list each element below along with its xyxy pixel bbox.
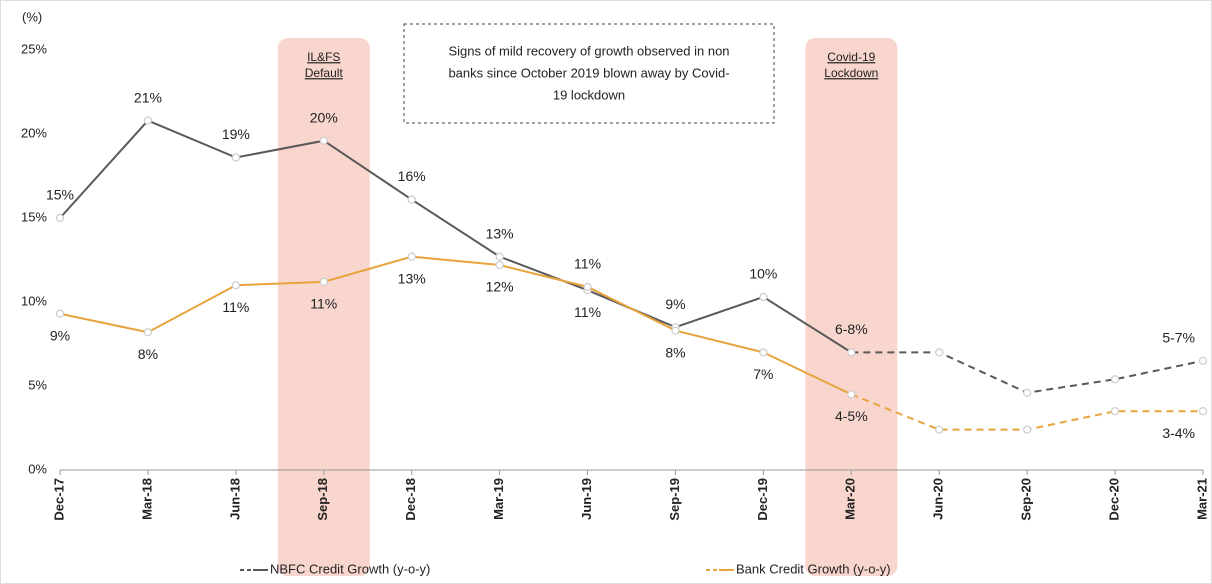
- marker: [231, 281, 240, 290]
- x-tick-label: Sep-20: [1019, 478, 1034, 521]
- data-label: 9%: [50, 327, 70, 343]
- highlight-label: Covid-19: [827, 50, 875, 64]
- line: [59, 119, 852, 354]
- marker: [143, 116, 153, 125]
- data-label: 8%: [665, 344, 685, 360]
- data-label: 3-4%: [1162, 425, 1195, 441]
- highlight-band: [805, 38, 898, 576]
- marker: [671, 326, 680, 335]
- y-tick-label: 10%: [21, 293, 47, 308]
- x-tick-label: Jun-20: [931, 478, 946, 520]
- y-tick-label: 20%: [21, 125, 47, 140]
- x-tick-label: Sep-18: [315, 478, 330, 521]
- data-label: 21%: [134, 89, 162, 105]
- highlight-label: Default: [305, 66, 344, 80]
- x-tick-label: Dec-18: [403, 478, 418, 521]
- marker: [935, 425, 944, 434]
- line: [59, 255, 852, 396]
- marker: [55, 309, 65, 318]
- data-label: 6-8%: [835, 321, 868, 337]
- data-label: 11%: [222, 299, 249, 315]
- data-label: 4-5%: [835, 408, 868, 424]
- y-tick-label: 15%: [21, 209, 47, 224]
- x-tick-label: Mar-21: [1194, 478, 1209, 520]
- highlight-label: IL&FS: [307, 50, 340, 64]
- data-label: 9%: [665, 296, 685, 312]
- marker: [495, 252, 504, 261]
- marker: [1198, 356, 1208, 365]
- note-box: [403, 23, 775, 124]
- marker: [1110, 407, 1120, 416]
- highlight-band: [277, 38, 370, 576]
- marker: [55, 213, 65, 223]
- data-label: 11%: [574, 256, 601, 272]
- data-label: 10%: [749, 266, 777, 282]
- data-label: 16%: [398, 168, 426, 184]
- x-tick-label: Dec-20: [1107, 478, 1122, 521]
- marker: [319, 277, 328, 286]
- y-axis-label: (%): [22, 9, 42, 24]
- data-label: 13%: [486, 225, 514, 241]
- marker: [1198, 407, 1208, 416]
- marker: [847, 348, 856, 357]
- y-tick-label: 0%: [28, 461, 47, 476]
- data-label: 5-7%: [1162, 330, 1195, 346]
- x-tick-label: Jun-19: [579, 478, 594, 520]
- legend-label: NBFC Credit Growth (y-o-y): [270, 561, 430, 576]
- marker: [319, 136, 328, 145]
- marker: [407, 195, 416, 204]
- data-label: 15%: [46, 187, 74, 203]
- marker: [143, 328, 153, 337]
- y-tick-label: 5%: [28, 377, 47, 392]
- x-tick-label: Dec-17: [51, 478, 66, 521]
- marker: [583, 282, 592, 291]
- marker: [1110, 375, 1120, 384]
- marker: [759, 292, 768, 302]
- y-tick-label: 25%: [21, 41, 47, 56]
- marker: [759, 348, 768, 357]
- marker: [1023, 388, 1032, 397]
- marker: [407, 252, 416, 261]
- x-tick-label: Jun-18: [227, 478, 242, 520]
- note-text: banks since October 2019 blown away by C…: [448, 65, 729, 80]
- marker: [495, 260, 504, 270]
- data-label: 19%: [222, 126, 250, 142]
- legend-label: Bank Credit Growth (y-o-y): [736, 561, 891, 576]
- line-forecast: [850, 393, 1203, 431]
- marker: [847, 390, 856, 399]
- data-label: 7%: [753, 366, 773, 382]
- data-label: 12%: [486, 279, 514, 295]
- data-label: 11%: [310, 296, 337, 312]
- data-label: 11%: [574, 304, 601, 320]
- note-text: 19 lockdown: [553, 87, 625, 102]
- data-label: 13%: [398, 270, 426, 286]
- note-text: Signs of mild recovery of growth observe…: [448, 43, 729, 58]
- data-label: 8%: [138, 346, 158, 362]
- marker: [935, 348, 944, 357]
- marker: [1023, 425, 1032, 434]
- x-tick-label: Mar-20: [843, 478, 858, 520]
- line-forecast: [851, 351, 1204, 394]
- x-tick-label: Mar-19: [491, 478, 506, 520]
- data-label: 20%: [310, 109, 338, 125]
- x-tick-label: Mar-18: [139, 478, 154, 520]
- highlight-label: Lockdown: [824, 66, 878, 80]
- x-tick-label: Sep-19: [667, 478, 682, 521]
- x-tick-label: Dec-19: [755, 478, 770, 521]
- marker: [231, 153, 240, 162]
